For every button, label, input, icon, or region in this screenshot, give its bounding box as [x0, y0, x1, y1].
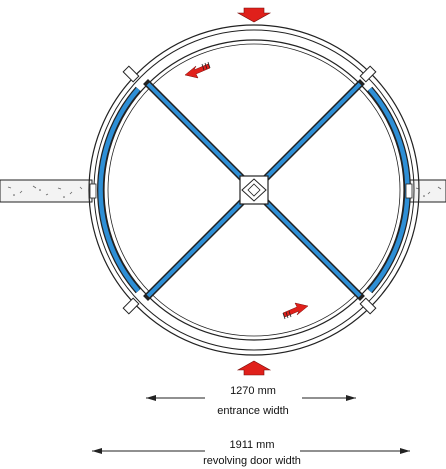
- revolving-width-dimension: 1911 mm revolving door width: [92, 439, 410, 467]
- revolving-width-value: 1911 mm: [229, 439, 274, 451]
- entrance-width-value: 1270 mm: [230, 385, 276, 397]
- entrance-width-dimension: 1270 mm entrance width: [146, 385, 356, 417]
- jamb-left: [89, 183, 97, 199]
- entry-arrow-top-icon: [236, 7, 272, 23]
- rotation-arrow-bottom-icon: [282, 302, 309, 320]
- center-hub: [239, 175, 269, 205]
- jamb-right: [405, 183, 413, 199]
- curved-glass-wall-left: [97, 86, 141, 294]
- curved-glass-wall-right: [367, 86, 411, 294]
- entrance-width-label: entrance width: [217, 405, 289, 417]
- entry-arrow-bottom-icon: [236, 360, 272, 376]
- rotation-arrow-top-icon: [184, 61, 211, 79]
- post-bottom-left: [122, 297, 140, 315]
- wall-right: [409, 179, 446, 203]
- wall-left: [0, 179, 93, 203]
- revolving-width-label: revolving door width: [203, 455, 301, 467]
- post-bottom-right: [359, 297, 377, 315]
- post-top-left: [122, 65, 140, 83]
- door-wings: [143, 79, 365, 301]
- post-top-right: [359, 65, 377, 83]
